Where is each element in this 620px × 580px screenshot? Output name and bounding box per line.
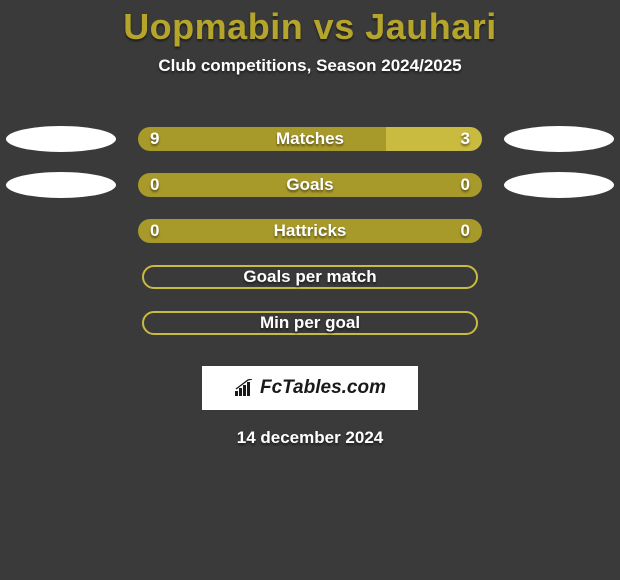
brand-text: FcTables.com xyxy=(234,377,386,399)
stat-row: Goals per match xyxy=(0,254,620,300)
stats-card: Uopmabin vs Jauhari Club competitions, S… xyxy=(0,0,620,580)
stat-bar-empty: Min per goal xyxy=(142,311,478,335)
stat-rows: 9Matches3 0Goals0 0Hattricks0 Goals per mat… xyxy=(0,116,620,346)
stat-bar: 9Matches3 xyxy=(138,127,482,151)
footer-date: 14 december 2024 xyxy=(0,428,620,448)
player-ellipse-left xyxy=(6,172,116,198)
brand-box: FcTables.com xyxy=(202,366,418,410)
stat-row: 0Goals0 xyxy=(0,162,620,208)
bar-segment-right xyxy=(386,127,482,151)
brand-label: FcTables.com xyxy=(260,377,386,399)
stat-bar: 0Hattricks0 xyxy=(138,219,482,243)
page-subtitle: Club competitions, Season 2024/2025 xyxy=(0,56,620,76)
player-ellipse-right xyxy=(504,172,614,198)
chart-icon xyxy=(234,379,256,397)
player-ellipse-right xyxy=(504,126,614,152)
bar-segment-left xyxy=(138,173,482,197)
bar-segment-left xyxy=(138,219,482,243)
stat-bar-empty: Goals per match xyxy=(142,265,478,289)
page-title: Uopmabin vs Jauhari xyxy=(0,0,620,48)
stat-bar: 0Goals0 xyxy=(138,173,482,197)
stat-row: 9Matches3 xyxy=(0,116,620,162)
bar-segment-left xyxy=(138,127,386,151)
stat-row: Min per goal xyxy=(0,300,620,346)
stat-row: 0Hattricks0 xyxy=(0,208,620,254)
player-ellipse-left xyxy=(6,126,116,152)
